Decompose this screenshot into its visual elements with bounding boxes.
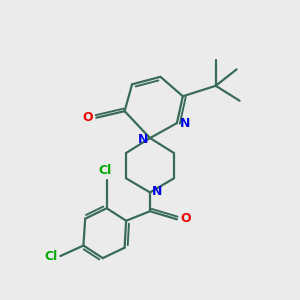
Text: N: N: [152, 185, 163, 198]
Text: O: O: [181, 212, 191, 225]
Text: Cl: Cl: [45, 250, 58, 263]
Text: N: N: [180, 117, 190, 130]
Text: Cl: Cl: [99, 164, 112, 177]
Text: N: N: [138, 133, 148, 146]
Text: O: O: [82, 111, 93, 124]
